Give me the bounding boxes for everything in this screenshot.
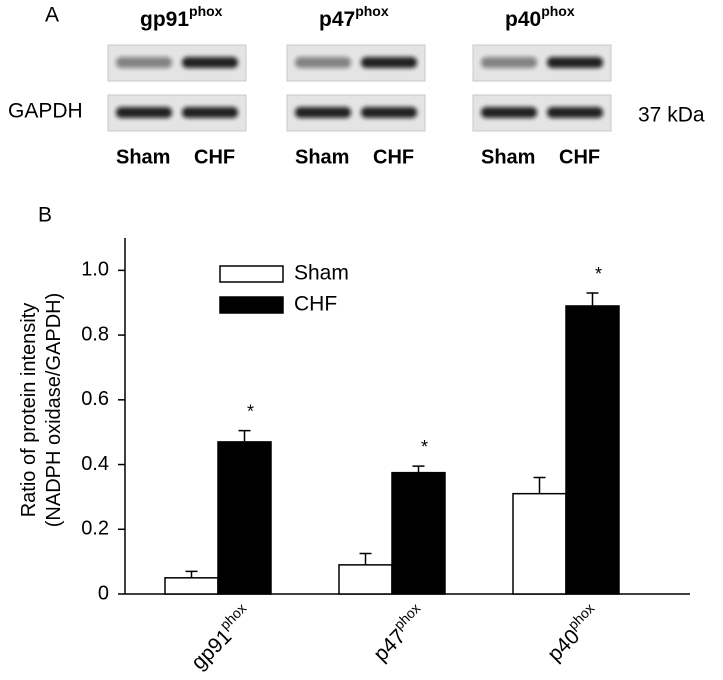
- y-tick-label: 0.8: [81, 323, 109, 345]
- blot-band: [182, 107, 238, 118]
- bar: [338, 564, 393, 595]
- bar: [217, 441, 272, 595]
- legend-swatch: [219, 265, 284, 283]
- x-tick-label: p40phox: [540, 600, 606, 666]
- bar: [512, 492, 567, 595]
- x-tick-label: p47phox: [366, 600, 432, 666]
- lane-label: CHF: [559, 146, 600, 168]
- protein-name: gp91: [140, 8, 189, 31]
- y-tick-label: 0: [98, 582, 109, 604]
- weight-label: 37 kDa: [638, 104, 705, 127]
- significance-marker: *: [595, 264, 602, 284]
- error-bar: [586, 292, 599, 306]
- category-name: p40: [543, 625, 584, 666]
- error-bar: [238, 429, 251, 442]
- bar: [565, 305, 620, 595]
- loading-label: GAPDH: [8, 100, 83, 123]
- bar: [391, 471, 446, 595]
- lane-label: Sham: [481, 146, 535, 168]
- significance-marker: *: [421, 437, 428, 457]
- panel-label: B: [38, 204, 52, 227]
- y-tick-label: 0.6: [81, 388, 109, 410]
- error-bar: [185, 570, 198, 578]
- legend-label: Sham: [294, 262, 349, 285]
- blot-band: [481, 57, 537, 68]
- y-axis-label-line: Ratio of protein intensity: [18, 303, 40, 518]
- panel-label: A: [45, 4, 59, 27]
- blot-band: [547, 57, 603, 68]
- blot-band: [182, 57, 238, 68]
- blot-title: gp91phox: [140, 3, 223, 31]
- lane-label: Sham: [116, 146, 170, 168]
- blot-band: [361, 57, 417, 68]
- blot-band: [547, 107, 603, 118]
- error-bar: [533, 476, 546, 494]
- protein-name: p47: [319, 8, 355, 31]
- blot-band: [295, 107, 351, 118]
- blot-band: [361, 107, 417, 118]
- error-bar: [412, 465, 425, 473]
- blot-band: [481, 107, 537, 118]
- blot-band: [116, 107, 172, 118]
- category-name: p47: [369, 625, 410, 666]
- blot-title: p40phox: [505, 3, 575, 31]
- significance-marker: *: [247, 401, 254, 421]
- y-tick-label: 0.4: [81, 453, 109, 475]
- x-tick-label: gp91phox: [183, 600, 257, 674]
- protein-superscript: phox: [355, 3, 389, 19]
- error-bar: [359, 552, 372, 565]
- protein-superscript: phox: [189, 3, 223, 19]
- bar: [164, 577, 219, 595]
- blot-band: [295, 57, 351, 68]
- y-axis-label-line: (NADPH oxidase/GAPDH): [43, 293, 65, 528]
- lane-label: CHF: [194, 146, 235, 168]
- protein-name: p40: [505, 8, 541, 31]
- blot-title: p47phox: [319, 3, 389, 31]
- protein-superscript: phox: [541, 3, 575, 19]
- y-axis-label: Ratio of protein intensity (NADPH oxidase…: [18, 293, 65, 528]
- lane-label: Sham: [295, 146, 349, 168]
- blot-band: [116, 57, 172, 68]
- legend-label: CHF: [294, 293, 337, 316]
- lane-label: CHF: [373, 146, 414, 168]
- y-tick-label: 0.2: [81, 518, 109, 540]
- legend-swatch: [219, 296, 284, 314]
- category-name: gp91: [187, 625, 236, 674]
- y-tick-label: 1.0: [81, 259, 109, 281]
